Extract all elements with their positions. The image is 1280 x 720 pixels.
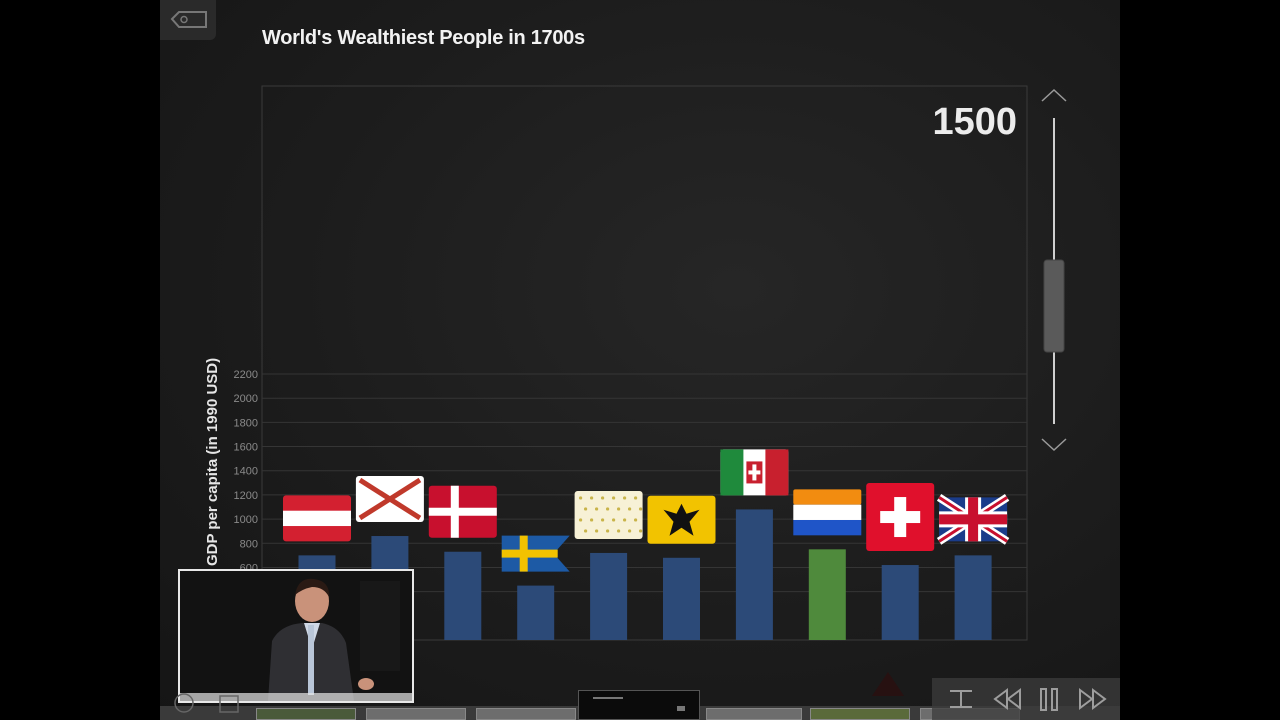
burgundy-flag-icon	[355, 476, 424, 523]
denmark-flag-icon	[428, 485, 497, 538]
netherlands-flag-icon	[793, 489, 862, 536]
y-tick-labels: 4006008001000120014001600180020002200	[234, 369, 258, 599]
holy-roman-empire-flag-icon	[647, 495, 716, 544]
speaker-video-thumbnail	[178, 569, 414, 703]
y-tick-label: 800	[240, 538, 258, 550]
y-tick-label: 2000	[234, 393, 258, 405]
y-axis-label: GDP per capita (in 1990 USD)	[204, 358, 221, 566]
slider-down-icon	[1041, 438, 1067, 452]
slide-thumbnail[interactable]	[476, 708, 576, 720]
rewind-icon[interactable]	[990, 686, 1024, 712]
y-tick-label: 1400	[234, 466, 258, 478]
y-tick-label: 2200	[234, 369, 258, 381]
y-tick-label: 1600	[234, 442, 258, 454]
bar-netherlands	[808, 549, 846, 640]
left-toolbar	[174, 693, 239, 713]
warning-triangle-icon	[872, 672, 904, 696]
chart-title: World's Wealthiest People in 1700s	[262, 27, 585, 49]
austria-flag-icon	[283, 495, 351, 542]
switzerland-flag-icon	[866, 483, 935, 552]
slider-handle	[1043, 259, 1065, 353]
speaker-image	[180, 571, 412, 701]
slide-thumbnail[interactable]	[706, 708, 802, 720]
fit-width-icon[interactable]	[946, 686, 976, 712]
pause-icon[interactable]	[1036, 686, 1062, 712]
presentation-screen: World's Wealthiest People in 1700s 40060…	[160, 0, 1120, 720]
bar-france	[590, 552, 628, 640]
menu-icon	[593, 697, 685, 711]
slide-thumbnail[interactable]	[366, 708, 466, 720]
slider-up-icon	[1041, 88, 1067, 102]
bar-sweden	[517, 585, 555, 640]
year-slider[interactable]	[1041, 88, 1067, 452]
y-tick-label: 1000	[234, 514, 258, 526]
bar-italy	[735, 509, 773, 640]
united-kingdom-flag-icon	[936, 494, 1010, 545]
italy-flag-icon	[720, 449, 789, 496]
square-icon[interactable]	[219, 695, 239, 713]
back-button[interactable]	[160, 0, 216, 40]
slide-thumbnail[interactable]	[810, 708, 910, 720]
bar-denmark	[444, 551, 482, 640]
plot-area	[261, 85, 1028, 641]
year-label: 1500	[932, 101, 1017, 143]
slide-menu-popup[interactable]	[578, 690, 700, 720]
back-icon	[170, 11, 207, 28]
bar-united-kingdom	[954, 555, 992, 640]
france-flag-icon	[574, 490, 643, 539]
flags	[283, 449, 1010, 572]
y-tick-label: 1800	[234, 417, 258, 429]
clock-icon[interactable]	[174, 693, 194, 713]
fast-forward-icon[interactable]	[1076, 686, 1110, 712]
bar-switzerland	[881, 565, 919, 640]
slide-thumbnail[interactable]	[256, 708, 356, 720]
playback-controls	[932, 678, 1120, 720]
y-tick-label: 1200	[234, 490, 258, 502]
bar-holy-roman-empire	[663, 557, 700, 640]
sweden-flag-icon	[501, 535, 570, 572]
